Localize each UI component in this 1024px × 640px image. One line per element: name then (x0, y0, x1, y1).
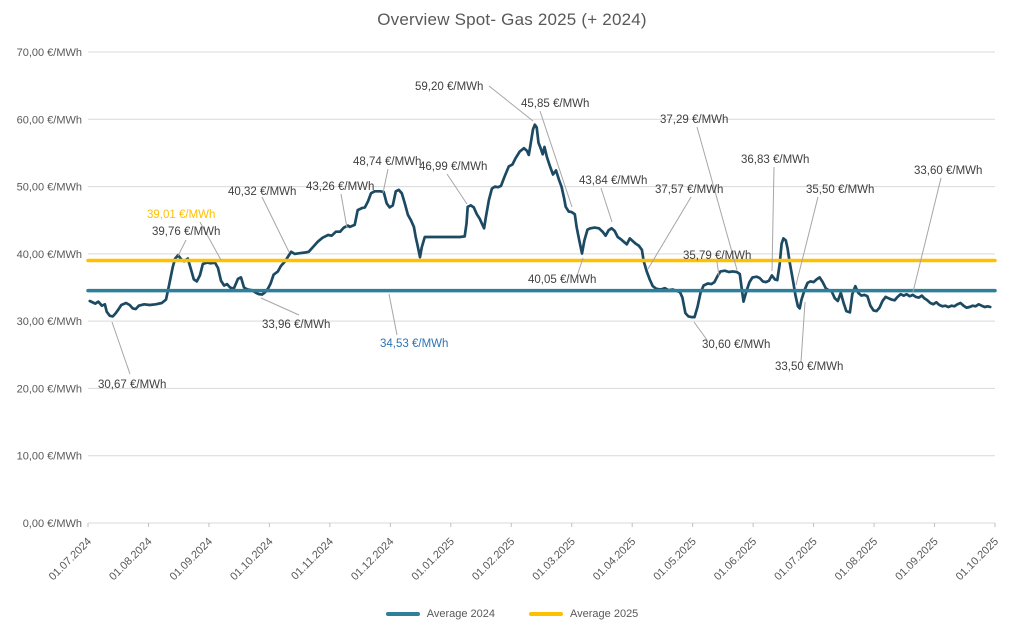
annotation-label: 46,99 €/MWh (419, 161, 487, 173)
annotation-label: 48,74 €/MWh (353, 156, 421, 168)
x-axis-label: 01.03.2025 (530, 536, 577, 583)
series-spot-price (88, 123, 992, 319)
y-axis-label: 40,00 €/MWh (17, 249, 82, 261)
annotation-label: 30,60 €/MWh (702, 339, 770, 351)
annotation-leader-line (600, 187, 613, 223)
legend-label: Average 2024 (426, 608, 495, 620)
annotation-label: 37,29 €/MWh (660, 114, 728, 126)
y-axis-label: 0,00 €/MWh (23, 518, 82, 530)
y-axis-label: 70,00 €/MWh (17, 47, 82, 59)
legend-item: Average 2025 (529, 608, 638, 620)
x-axis-label: 01.06.2025 (712, 536, 759, 583)
x-axis-label: 01.10.2024 (228, 536, 275, 583)
annotation-leader-line (716, 261, 720, 277)
y-axis-label: 60,00 €/MWh (17, 114, 82, 126)
annotation-leader-line (199, 221, 222, 261)
legend: Average 2024 Average 2025 (0, 608, 1024, 620)
legend-label: Average 2025 (570, 608, 639, 620)
annotation-label: 39,76 €/MWh (152, 226, 220, 238)
y-axis-label: 20,00 €/MWh (17, 383, 82, 395)
annotation-label: 59,20 €/MWh (415, 81, 483, 93)
annotation-leader-line (693, 321, 708, 341)
annotation-label: 43,26 €/MWh (306, 181, 374, 193)
annotation-label: 40,32 €/MWh (228, 186, 296, 198)
annotation-label: 33,96 €/MWh (262, 319, 330, 331)
annotation-label: 45,85 €/MWh (521, 98, 589, 110)
y-axis-label: 10,00 €/MWh (17, 451, 82, 463)
x-axis-label: 01.01.2025 (410, 536, 457, 583)
legend-item: Average 2024 (385, 608, 495, 620)
annotation-label: 43,84 €/MWh (579, 175, 647, 187)
annotation-leader-line (800, 301, 806, 363)
x-axis-label: 01.04.2025 (591, 536, 638, 583)
x-axis-label: 01.08.2025 (833, 536, 880, 583)
annotation-leader-line (488, 85, 534, 122)
x-axis-label: 01.07.2025 (772, 536, 819, 583)
annotation-leader-line (647, 196, 692, 270)
y-axis-label: 30,00 €/MWh (17, 316, 82, 328)
x-axis-label: 01.07.2024 (47, 536, 94, 583)
legend-swatch (529, 612, 563, 616)
annotation-label: 37,57 €/MWh (655, 184, 723, 196)
annotation-leader-line (795, 196, 819, 286)
annotation-label: 35,79 €/MWh (683, 250, 751, 262)
annotation-label: 39,01 €/MWh (147, 209, 215, 221)
annotation-leader-line (340, 193, 348, 229)
annotation-label: 33,60 €/MWh (914, 165, 982, 177)
annotation-label: 40,05 €/MWh (528, 274, 596, 286)
annotation-leader-line (446, 173, 468, 205)
annotation-leader-line (382, 168, 389, 194)
annotation-label: 30,67 €/MWh (98, 379, 166, 391)
legend-swatch (385, 612, 420, 616)
annotation-label: 33,50 €/MWh (775, 361, 843, 373)
annotation-leader-line (912, 177, 942, 293)
x-axis-label: 01.09.2024 (168, 536, 215, 583)
x-axis-label: 01.10.2025 (954, 536, 1001, 583)
x-axis-label: 01.12.2024 (349, 536, 396, 583)
annotation-leader-line (111, 321, 131, 375)
annotation-leader-line (576, 257, 584, 277)
annotation-leader-line (261, 196, 290, 253)
annotation-leader-line (260, 297, 300, 316)
x-axis-label: 01.02.2025 (470, 536, 517, 583)
annotation-leader-line (771, 166, 775, 272)
x-axis-label: 01.11.2024 (289, 536, 336, 583)
y-axis-label: 50,00 €/MWh (17, 182, 82, 194)
annotation-leader-line (696, 126, 738, 271)
chart-title: Overview Spot- Gas 2025 (+ 2024) (377, 10, 647, 29)
annotation-label: 35,50 €/MWh (806, 184, 874, 196)
x-axis-label: 01.05.2025 (651, 536, 698, 583)
annotation-leader-line (539, 110, 573, 208)
annotation-leader-line (177, 239, 187, 257)
annotation-label: 34,53 €/MWh (380, 338, 448, 350)
annotation-label: 36,83 €/MWh (741, 154, 809, 166)
x-axis-label: 01.08.2024 (107, 536, 154, 583)
annotation-leader-line (388, 293, 398, 336)
x-axis-label: 01.09.2025 (893, 536, 940, 583)
